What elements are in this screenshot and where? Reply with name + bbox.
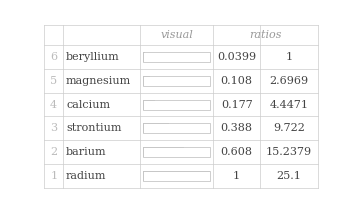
Text: 4: 4 [50, 100, 57, 110]
Text: ratios: ratios [249, 30, 282, 40]
Text: 0.108: 0.108 [221, 76, 253, 86]
Bar [143, 147, 210, 157]
Text: 0.388: 0.388 [221, 123, 253, 133]
Text: 3: 3 [50, 123, 57, 133]
Text: strontium: strontium [66, 123, 121, 133]
Bar [143, 100, 155, 110]
Text: calcium: calcium [66, 100, 110, 110]
Text: magnesium: magnesium [66, 76, 131, 86]
Bar [143, 76, 150, 86]
Bar [143, 100, 210, 110]
Text: 2: 2 [50, 147, 57, 157]
Bar [143, 171, 210, 181]
Text: 1: 1 [285, 52, 293, 62]
Text: 25.1: 25.1 [276, 171, 301, 181]
Text: beryllium: beryllium [66, 52, 120, 62]
Text: 0.0399: 0.0399 [217, 52, 256, 62]
Text: 0.608: 0.608 [221, 147, 253, 157]
Text: barium: barium [66, 147, 107, 157]
Bar [143, 52, 145, 62]
Text: 9.722: 9.722 [273, 123, 305, 133]
Text: 6: 6 [50, 52, 57, 62]
Text: 2.6969: 2.6969 [269, 76, 309, 86]
Text: radium: radium [66, 171, 107, 181]
Bar [143, 123, 169, 133]
Text: 4.4471: 4.4471 [269, 100, 309, 110]
Text: 0.177: 0.177 [221, 100, 252, 110]
Text: 1: 1 [233, 171, 240, 181]
Bar [143, 76, 210, 86]
Text: 15.2379: 15.2379 [266, 147, 312, 157]
Bar [143, 171, 210, 181]
Text: 1: 1 [50, 171, 57, 181]
Bar [143, 123, 210, 133]
Bar [143, 52, 210, 62]
Text: 5: 5 [50, 76, 57, 86]
Text: visual: visual [160, 30, 193, 40]
Bar [143, 147, 184, 157]
